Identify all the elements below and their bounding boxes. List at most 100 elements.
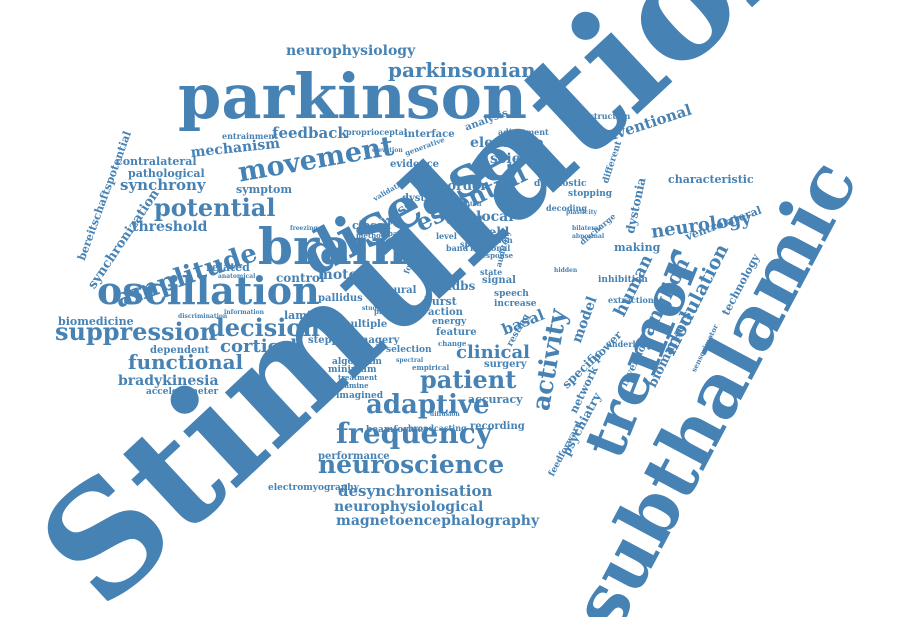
- word-treatment: treatment: [338, 373, 378, 382]
- word-bilateral: bilateral: [572, 225, 601, 232]
- word-synchrony: synchrony: [120, 176, 206, 194]
- word-diagnostic: diagnostic: [534, 179, 587, 189]
- word-stopping: stopping: [568, 189, 613, 199]
- word-multiple: multiple: [340, 319, 388, 330]
- word-neuroscience: neuroscience: [318, 450, 505, 479]
- word-potential: potential: [154, 193, 276, 222]
- word-electrode: electrode: [470, 135, 544, 151]
- word-information: information: [224, 309, 265, 316]
- word-duration: duration: [474, 235, 513, 245]
- word-stepping: stepping: [308, 335, 357, 346]
- word-contralateral: contralateral: [116, 155, 197, 168]
- word-freezing: freezing: [290, 225, 318, 232]
- word-evidence: evidence: [390, 159, 440, 170]
- word-dystonia: dystonia: [623, 176, 649, 235]
- word-laminae: laminae: [284, 309, 334, 322]
- word-related: related: [206, 261, 250, 274]
- word-parkinsonian: parkinsonian: [388, 58, 536, 82]
- word-sparse: sparse: [384, 229, 410, 238]
- word-science: science: [490, 151, 549, 167]
- word-model: model: [569, 294, 601, 346]
- word-decision: decision: [208, 313, 320, 342]
- word-decoding: decoding: [546, 203, 587, 213]
- word-pallidus: pallidus: [318, 293, 363, 304]
- word-hidden: hidden: [554, 267, 578, 274]
- word-state: state: [480, 267, 503, 277]
- word-minimum: minimum: [328, 365, 377, 375]
- word-desynchronisation: desynchronisation: [338, 482, 493, 500]
- word-adjustment: adjustment: [498, 127, 549, 137]
- word-neurophysiology: neurophysiology: [286, 43, 416, 59]
- word-method: method: [356, 231, 386, 240]
- word-oscillation: oscillation: [97, 268, 320, 313]
- word-study: study: [362, 305, 381, 312]
- word-action: action: [428, 307, 463, 318]
- word-burst: burst: [424, 295, 457, 308]
- word-motor: motor: [318, 267, 366, 283]
- word-inhibition: inhibition: [598, 275, 648, 285]
- word-dependent: dependent: [150, 345, 210, 356]
- word-magnetoencephalography: magnetoencephalography: [336, 513, 540, 529]
- word-band: band: [446, 243, 469, 253]
- word-local: local: [476, 209, 514, 225]
- word-feedforward: feedforward: [547, 419, 585, 479]
- word-feedback: feedback: [272, 124, 348, 142]
- word-control: control: [276, 271, 325, 285]
- word-time: time: [424, 279, 450, 290]
- word-neural: neural: [380, 285, 417, 296]
- word-dopamine: dopamine: [330, 381, 369, 390]
- word-abnormal: abnormal: [572, 233, 605, 240]
- word-speech: speech: [494, 289, 529, 299]
- word-change: change: [438, 339, 467, 348]
- word-threshold: threshold: [132, 219, 208, 235]
- word-brain: brain: [258, 217, 408, 276]
- word-pathological: pathological: [128, 167, 205, 180]
- word-energy: energy: [432, 317, 467, 327]
- word-electromyography: electromyography: [268, 483, 359, 493]
- word-clinical: clinical: [456, 342, 531, 363]
- word-recording: recording: [470, 421, 525, 432]
- word-cortical: cortical: [220, 336, 298, 357]
- word-algorithm: algorithm: [332, 357, 382, 367]
- word-interface: interface: [404, 129, 455, 140]
- word-dystonic: dystonic: [402, 193, 449, 204]
- word-disorder: disorder: [426, 179, 488, 194]
- word-functional: functional: [128, 350, 244, 374]
- word-entrainment: entrainment: [222, 131, 278, 141]
- word-feature: feature: [436, 327, 477, 338]
- word-adaptive: adaptive: [366, 390, 490, 420]
- word-bradykinesia: bradykinesia: [118, 373, 219, 389]
- word-imagined: imagined: [336, 391, 384, 401]
- word-neuronal: neuronal: [470, 243, 511, 253]
- word-loop: loop: [424, 269, 444, 279]
- word-biomedicine: biomedicine: [58, 315, 134, 328]
- word-reconstruction: reconstruction: [564, 111, 631, 121]
- word-accuracy: accuracy: [468, 393, 523, 406]
- word-symptom: symptom: [236, 183, 292, 196]
- word-increase: increase: [494, 299, 537, 309]
- word-accelerometer: accelerometer: [146, 387, 219, 397]
- word-response: response: [478, 251, 514, 260]
- word-elevation: elevation: [372, 147, 403, 154]
- word-frequency: frequency: [336, 417, 493, 450]
- word-cutoff: cutoff: [462, 201, 482, 208]
- word-imagery: imagery: [354, 335, 400, 346]
- word-selection: selection: [386, 345, 432, 355]
- word-adbs: adbs: [444, 279, 476, 293]
- word-extraction: extraction: [608, 295, 654, 305]
- word-spectral: spectral: [396, 357, 424, 364]
- word-level: level: [436, 231, 457, 241]
- word-suppression: suppression: [55, 317, 218, 346]
- word-neurophysiological: neurophysiological: [334, 499, 484, 515]
- word-performance: performance: [318, 451, 390, 462]
- word-broadcasting: broadcasting: [408, 423, 467, 433]
- word-making: making: [614, 241, 661, 254]
- word-discrimination: discrimination: [178, 313, 228, 320]
- word-closed: closed: [352, 219, 392, 232]
- word-anatomical: anatomical: [218, 273, 256, 280]
- word-signal: signal: [482, 275, 516, 286]
- word-effect: effect: [446, 213, 484, 227]
- word-surgery: surgery: [484, 359, 527, 370]
- word-parkinson: parkinson: [178, 60, 528, 133]
